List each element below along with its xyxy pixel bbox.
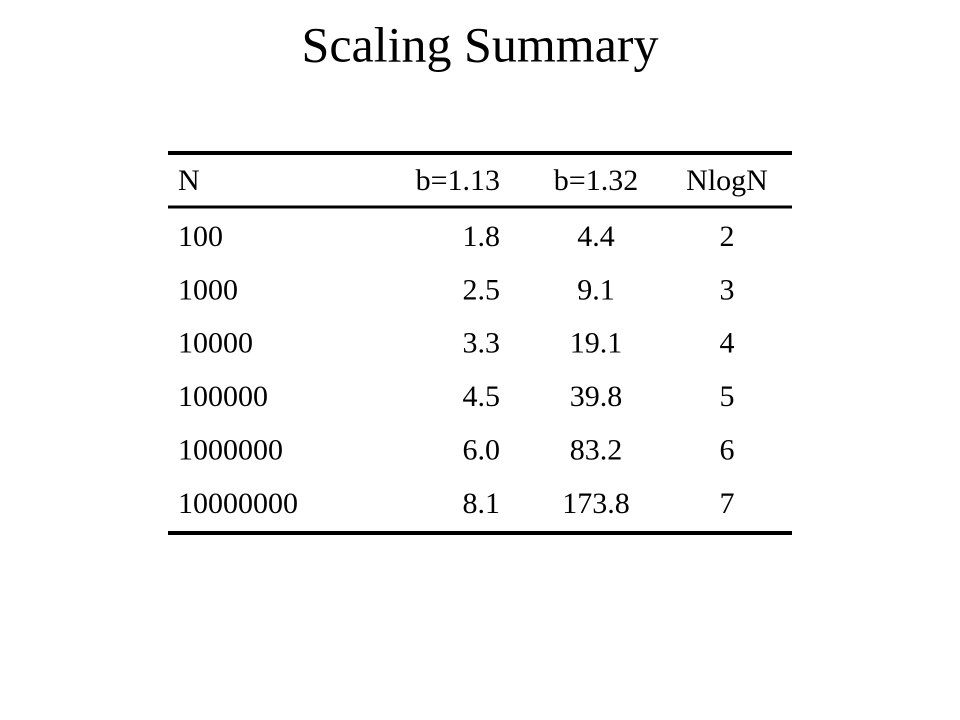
table-cell: 2.5 <box>463 273 501 306</box>
table-cell: 83.2 <box>570 433 623 466</box>
header-cell: NlogN <box>686 164 768 197</box>
table-cell: 9.1 <box>577 273 615 306</box>
table-cell: 1000000 <box>178 433 283 466</box>
table-cell: 100 <box>178 220 223 253</box>
table-cell: 1000 <box>178 273 238 306</box>
table-cell: 173.8 <box>562 487 630 520</box>
table-cell: 4.5 <box>463 380 501 413</box>
table-cell: 100000 <box>178 380 268 413</box>
table-cell: 7 <box>720 487 735 520</box>
table-cell: 2 <box>720 220 735 253</box>
table-cell: 8.1 <box>463 487 501 520</box>
table-cell: 4.4 <box>577 220 615 253</box>
table-cell: 39.8 <box>570 380 623 413</box>
table-cell: 10000000 <box>178 487 298 520</box>
header-cell: b=1.13 <box>416 164 500 197</box>
table-cell: 3.3 <box>463 327 501 360</box>
header-cell: b=1.32 <box>554 164 638 197</box>
table-cell: 19.1 <box>570 327 623 360</box>
table-cell: 1.8 <box>463 220 501 253</box>
table-cell: 6.0 <box>463 433 501 466</box>
table-cell: 6 <box>720 433 735 466</box>
header-cell: N <box>178 164 200 197</box>
table-cell: 10000 <box>178 327 253 360</box>
table-cell: 3 <box>720 273 735 306</box>
slide-title: Scaling Summary <box>302 16 659 72</box>
table-cell: 5 <box>720 380 735 413</box>
table-cell: 4 <box>720 327 735 360</box>
